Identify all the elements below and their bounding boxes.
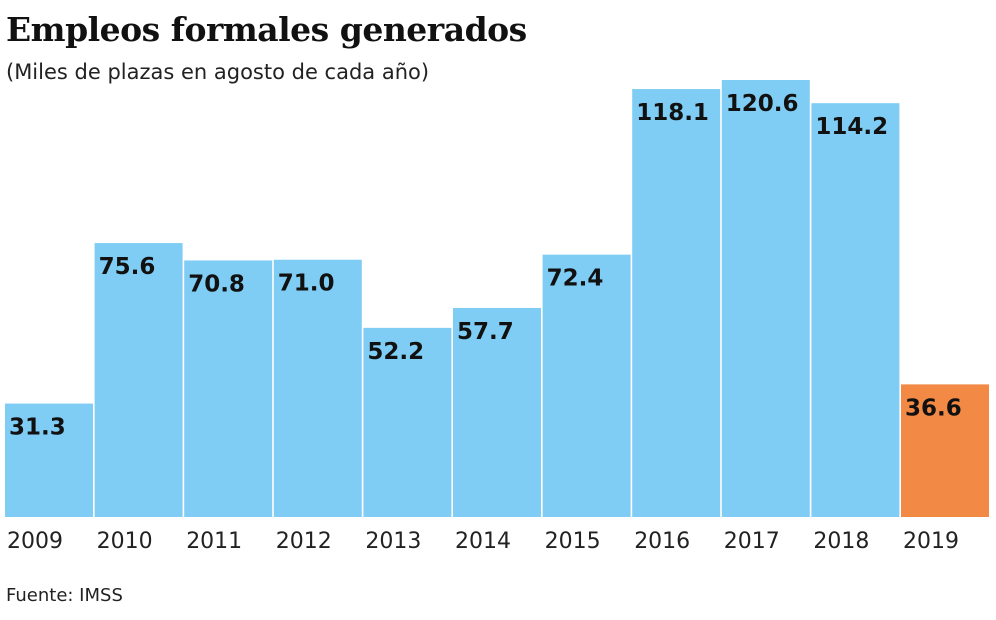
x-tick-label: 2012 xyxy=(276,529,332,554)
data-label: 57.7 xyxy=(457,319,514,345)
data-label: 72.4 xyxy=(547,266,604,292)
bar-2010 xyxy=(94,243,183,518)
source-note: Fuente: IMSS xyxy=(6,585,123,606)
data-label: 71.0 xyxy=(278,271,335,297)
bar-2015 xyxy=(542,254,631,517)
x-tick-label: 2019 xyxy=(903,529,959,554)
bar-2017 xyxy=(721,80,810,517)
x-tick-label: 2010 xyxy=(97,529,153,554)
bar-2009 xyxy=(5,403,93,517)
x-tick-label: 2016 xyxy=(634,529,690,554)
x-tick-label: 2015 xyxy=(545,529,601,554)
bar-2014 xyxy=(453,307,541,517)
data-label: 118.1 xyxy=(636,100,709,126)
data-label: 36.6 xyxy=(905,395,962,421)
x-tick-label: 2014 xyxy=(455,529,511,554)
data-label: 120.6 xyxy=(726,91,799,117)
bar-2012 xyxy=(273,259,362,517)
bar-2018 xyxy=(811,103,900,518)
bar-2019 xyxy=(901,384,989,517)
data-label: 70.8 xyxy=(188,271,245,297)
data-label: 52.2 xyxy=(367,339,424,365)
x-tick-label: 2013 xyxy=(365,529,421,554)
x-tick-label: 2018 xyxy=(813,529,869,554)
bar-2011 xyxy=(184,260,273,517)
x-tick-label: 2011 xyxy=(186,529,242,554)
data-label: 114.2 xyxy=(815,114,888,140)
bar-2013 xyxy=(363,327,452,517)
chart-subtitle: (Miles de plazas en agosto de cada año) xyxy=(6,60,430,84)
x-tick-label: 2017 xyxy=(724,529,780,554)
data-label: 75.6 xyxy=(99,254,156,280)
bar-2016 xyxy=(632,89,721,518)
chart-title: Empleos formales generados xyxy=(6,10,527,49)
x-tick-label: 2009 xyxy=(7,529,63,554)
data-label: 31.3 xyxy=(9,415,66,441)
